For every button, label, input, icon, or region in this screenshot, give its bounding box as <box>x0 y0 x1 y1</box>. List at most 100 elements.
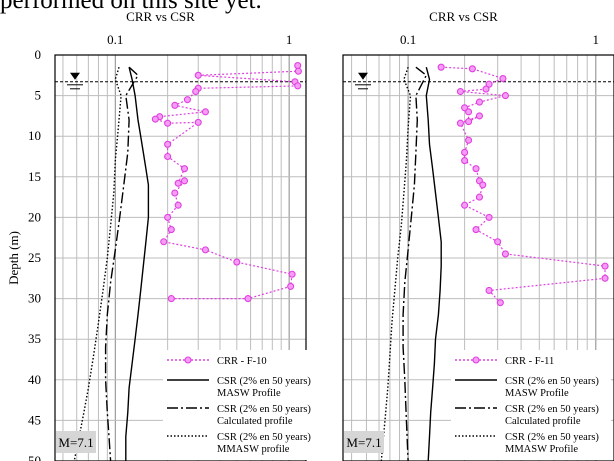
data-point <box>482 85 490 93</box>
y-tick-label: 30 <box>28 291 41 306</box>
data-point <box>456 87 464 96</box>
data-point <box>456 119 464 127</box>
data-point <box>192 87 200 96</box>
legend-label: MASW Profile <box>505 388 569 399</box>
legend-label: CRR - F-11 <box>505 356 554 367</box>
data-point <box>160 238 168 246</box>
data-point <box>294 67 302 75</box>
data-point <box>180 177 189 185</box>
y-tick-label: 15 <box>28 169 41 184</box>
y-tick-label: 25 <box>28 250 41 265</box>
caption-fragment: performed on this site yet. <box>0 0 262 14</box>
data-point <box>294 82 302 90</box>
data-point <box>461 157 469 165</box>
data-point <box>461 148 469 156</box>
data-point <box>164 213 172 221</box>
data-point <box>465 108 473 116</box>
data-point <box>167 295 175 303</box>
y-tick-label: 0 <box>35 47 42 62</box>
water-table-marker <box>358 72 368 80</box>
data-point <box>501 250 509 258</box>
data-point <box>437 63 445 71</box>
data-point <box>485 213 493 221</box>
data-point <box>164 152 172 161</box>
legend-label: CSR (2% en 50 years) <box>217 404 311 415</box>
data-point <box>601 274 609 282</box>
data-point <box>164 119 172 127</box>
plot-frame <box>342 54 614 461</box>
data-point <box>174 179 182 187</box>
data-point <box>472 165 480 173</box>
y-tick-label: 35 <box>28 331 41 346</box>
series-line-3 <box>402 66 428 461</box>
legend-label: MMASW profile <box>217 444 290 455</box>
x-tick-label: 1 <box>593 32 600 47</box>
data-point <box>164 140 172 148</box>
legend-label: CSR (2% en 50 years) <box>217 432 311 443</box>
data-point <box>174 201 182 209</box>
data-point <box>494 238 502 246</box>
y-tick-label: 10 <box>28 128 41 143</box>
y-tick-label: 50 <box>28 453 41 461</box>
data-point <box>475 98 484 106</box>
data-point <box>475 193 484 201</box>
y-tick-label: 5 <box>35 88 42 103</box>
water-table-marker <box>70 72 80 80</box>
annotation-label: M=7.1 <box>58 435 93 450</box>
legend-label: CSR (2% en 50 years) <box>505 404 599 415</box>
y-tick-label: 20 <box>28 209 41 224</box>
legend-label: MMASW Profile <box>505 444 578 455</box>
legend-label: CRR - F-10 <box>217 356 267 367</box>
plot-frame <box>54 54 307 461</box>
data-point <box>472 226 480 234</box>
legend-label: MASW Profile <box>217 388 281 399</box>
annotation-box <box>344 431 384 453</box>
data-point <box>288 270 296 278</box>
series-line-4 <box>380 66 412 461</box>
data-point <box>244 295 252 303</box>
data-point <box>461 201 469 209</box>
y-tick-label: 45 <box>28 412 41 427</box>
series-group <box>380 63 609 461</box>
legend-label: Calculated profile <box>217 416 293 427</box>
data-point <box>465 136 473 144</box>
data-point <box>461 104 469 112</box>
legend-box <box>163 350 307 460</box>
data-point <box>501 92 509 100</box>
data-point <box>465 118 473 126</box>
data-point <box>183 96 191 104</box>
series-line-3 <box>104 66 139 461</box>
annotation-label: M=7.1 <box>346 435 381 450</box>
legend-label: CSR (2% en 50 years) <box>217 376 311 387</box>
data-point <box>201 108 209 116</box>
data-point <box>180 165 189 173</box>
chart-title: CRR vs CSR <box>429 9 498 24</box>
data-point <box>485 80 493 88</box>
data-point <box>475 112 484 120</box>
legend-marker <box>184 356 192 364</box>
data-point <box>294 62 302 70</box>
legend-box <box>451 350 611 460</box>
chart-panel-2: CRR vs CSR 0.1 1 CRR - F-11 CSR (2% en 50 ye… <box>342 9 614 461</box>
legend-label: CSR (2% en 50 years) <box>505 376 599 387</box>
legend-label: Calculated profile <box>505 416 581 427</box>
data-point <box>479 181 487 189</box>
annotation-box <box>56 431 96 453</box>
data-point <box>167 226 175 234</box>
y-tick-label: 40 <box>28 372 41 387</box>
legend-marker <box>472 356 480 364</box>
data-point <box>201 246 209 254</box>
y-axis-label: Depth (m) <box>6 231 21 285</box>
data-point <box>194 71 202 79</box>
data-point <box>601 262 609 270</box>
series-line-2 <box>425 67 442 461</box>
series-line-2 <box>125 67 150 461</box>
legend-label: CSR (2% en 50 years) <box>505 432 599 443</box>
data-point <box>496 299 504 307</box>
data-point <box>171 189 179 197</box>
data-point <box>171 101 179 109</box>
data-point <box>468 65 476 73</box>
data-point <box>485 286 493 295</box>
